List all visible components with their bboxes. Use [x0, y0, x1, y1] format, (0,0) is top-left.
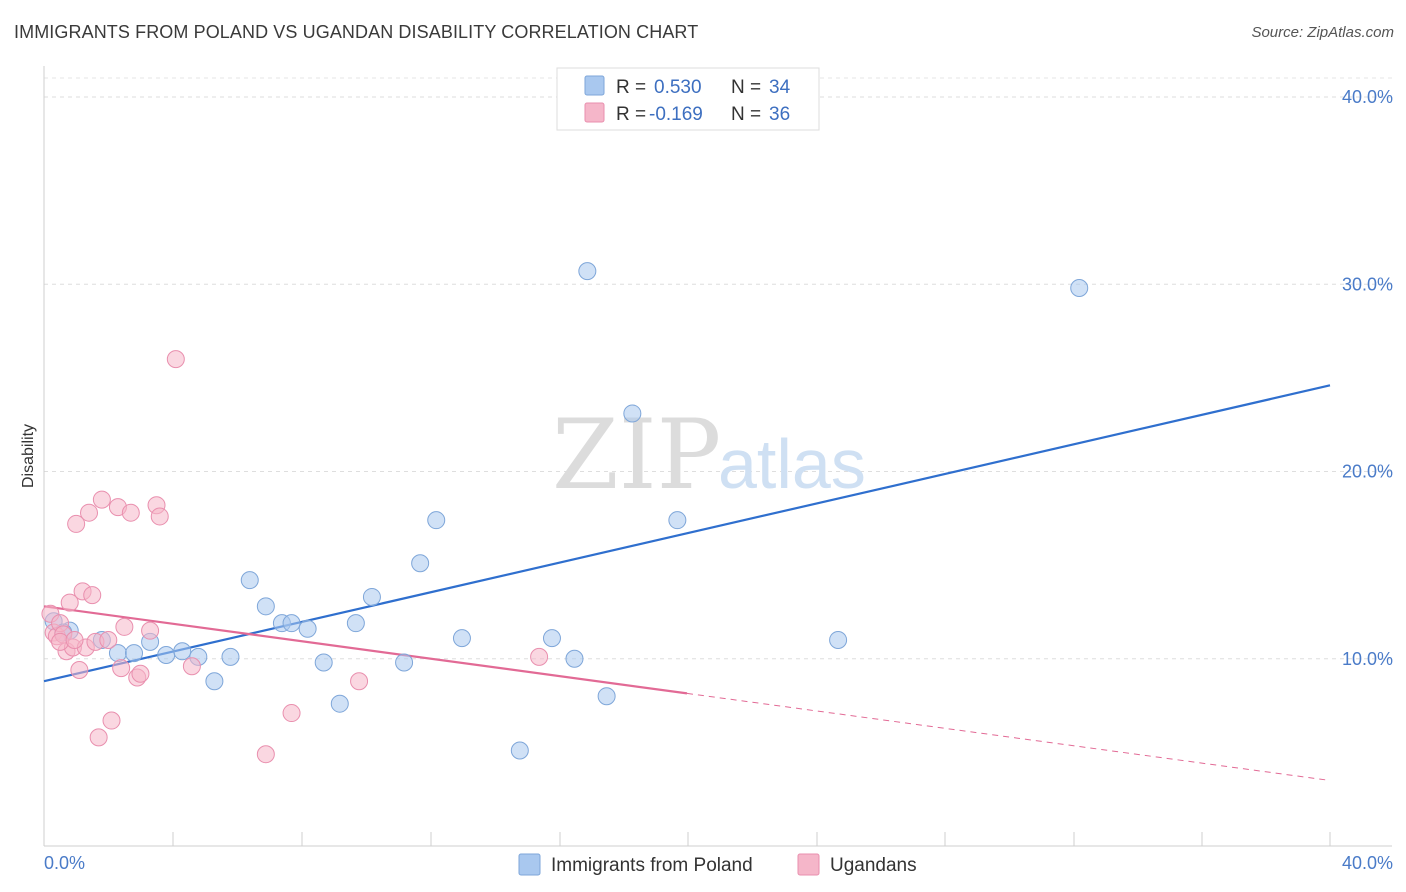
point-ugandans	[99, 631, 118, 650]
point-ugandans	[92, 490, 111, 509]
point-poland	[411, 554, 430, 573]
series-legend-swatch-ugandans	[797, 853, 820, 876]
point-poland	[298, 619, 317, 638]
data-points	[41, 262, 1089, 764]
series-legend-swatch-poland	[518, 853, 541, 876]
point-poland	[346, 614, 365, 633]
series-legend: Immigrants from Poland Ugandans	[518, 853, 917, 876]
y-tick-labels: 10.0% 20.0% 30.0% 40.0%	[1342, 87, 1393, 669]
legend-n-value: 34	[769, 77, 791, 98]
grid	[44, 77, 1392, 660]
point-poland	[157, 646, 176, 665]
axes	[43, 66, 1392, 847]
point-poland	[578, 262, 597, 281]
point-poland	[452, 629, 471, 648]
y-tick-label: 10.0%	[1342, 649, 1393, 669]
point-ugandans	[282, 704, 301, 723]
point-ugandans	[121, 503, 140, 522]
point-ugandans	[166, 350, 185, 369]
point-ugandans	[67, 514, 86, 533]
point-ugandans	[131, 664, 150, 683]
point-ugandans	[350, 672, 369, 691]
point-poland	[668, 511, 687, 530]
point-poland	[362, 587, 381, 606]
point-ugandans	[102, 711, 121, 730]
series-legend-label-poland: Immigrants from Poland	[551, 855, 753, 876]
point-poland	[221, 647, 240, 666]
point-poland	[314, 653, 333, 672]
legend-r-value: -0.169	[649, 104, 703, 125]
point-ugandans	[89, 728, 108, 747]
point-ugandans	[141, 621, 160, 640]
trend-line-ugandans-extension	[686, 692, 1331, 781]
chart-title: IMMIGRANTS FROM POLAND VS UGANDAN DISABI…	[14, 22, 699, 42]
y-tick-label: 40.0%	[1342, 87, 1393, 107]
point-poland	[597, 687, 616, 706]
trend-line-poland	[43, 384, 1331, 683]
point-poland	[125, 644, 144, 663]
point-ugandans	[182, 657, 201, 676]
x-tick-labels: 0.0% 40.0%	[44, 853, 1393, 873]
y-tick-label: 30.0%	[1342, 274, 1393, 294]
series-legend-label-ugandans: Ugandans	[830, 855, 917, 876]
point-ugandans	[256, 745, 275, 764]
stats-legend: R = 0.530 N = 34 R = -0.169 N = 36	[556, 67, 820, 131]
point-poland	[395, 653, 414, 672]
point-poland	[1070, 278, 1089, 297]
point-ugandans	[70, 660, 89, 679]
point-poland	[565, 649, 584, 668]
point-ugandans	[65, 631, 84, 650]
y-axis-label: Disability	[20, 424, 37, 488]
point-poland	[330, 694, 349, 713]
point-ugandans	[530, 647, 549, 666]
point-ugandans	[150, 507, 169, 526]
point-poland	[240, 571, 259, 590]
point-poland	[542, 629, 561, 648]
x-tick-label: 0.0%	[44, 853, 85, 873]
legend-n-label: N =	[731, 77, 761, 98]
watermark-atlas: atlas	[718, 425, 866, 503]
point-poland	[427, 511, 446, 530]
legend-r-label: R =	[616, 104, 646, 125]
legend-r-value: 0.530	[654, 77, 702, 98]
point-poland	[173, 642, 192, 661]
legend-n-label: N =	[731, 104, 761, 125]
trend-lines	[43, 384, 1331, 781]
point-ugandans	[115, 617, 134, 636]
point-poland	[205, 672, 224, 691]
point-poland	[282, 614, 301, 633]
trend-line-ugandans	[43, 605, 688, 695]
legend-n-value: 36	[769, 104, 790, 125]
legend-r-label: R =	[616, 77, 646, 98]
point-ugandans	[83, 586, 102, 605]
y-tick-label: 20.0%	[1342, 462, 1393, 482]
legend-swatch-poland	[584, 75, 605, 96]
point-ugandans	[112, 659, 131, 678]
chart-source: Source: ZipAtlas.com	[1251, 24, 1394, 41]
x-tick-label: 40.0%	[1342, 853, 1393, 873]
point-poland	[256, 597, 275, 616]
point-poland	[510, 741, 529, 760]
point-poland	[829, 631, 848, 650]
point-ugandans	[80, 503, 99, 522]
legend-swatch-ugandans	[584, 102, 605, 123]
point-ugandans	[60, 593, 79, 612]
point-poland	[623, 404, 642, 423]
